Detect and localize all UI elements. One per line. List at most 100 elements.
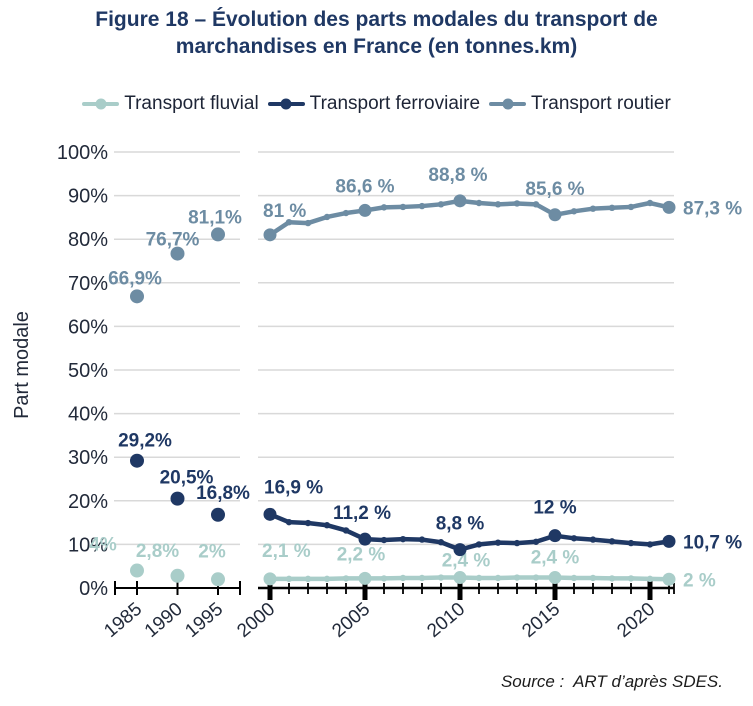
data-point bbox=[304, 575, 312, 583]
legend-label-routier: Transport routier bbox=[531, 93, 671, 114]
data-point bbox=[358, 571, 372, 585]
series-line bbox=[267, 198, 672, 238]
data-point bbox=[513, 574, 521, 581]
data-point bbox=[646, 575, 654, 583]
data-point bbox=[662, 534, 676, 548]
legend-item-ferroviaire: Transport ferroviaire bbox=[267, 93, 480, 115]
x-tick-label: 1995 bbox=[181, 599, 227, 642]
data-point bbox=[608, 538, 616, 545]
data-point bbox=[130, 563, 144, 578]
chart-legend: Transport fluvial Transport ferroviaire … bbox=[0, 93, 753, 115]
data-point bbox=[608, 575, 616, 582]
data-label: 4% bbox=[89, 535, 117, 556]
line-dot-marker-icon bbox=[267, 98, 305, 110]
data-point bbox=[627, 203, 635, 211]
data-label: 81 % bbox=[263, 201, 306, 222]
data-point bbox=[437, 539, 445, 546]
chart-svg: 0%10%20%30%40%50%60%70%80%90%100%1985199… bbox=[11, 142, 742, 642]
y-tick-label: 90% bbox=[68, 186, 108, 208]
y-tick-label: 80% bbox=[68, 229, 108, 251]
gridlines bbox=[114, 151, 674, 546]
line-dot-marker-icon bbox=[82, 98, 120, 110]
data-point bbox=[285, 575, 293, 583]
series-ferroviaire: 29,2% 20,5%16,8% 16,9 % 11,2 % 8,8 % 12 % 10,7… bbox=[118, 431, 742, 557]
data-point bbox=[170, 246, 185, 261]
data-point bbox=[570, 574, 578, 582]
y-tick-label: 70% bbox=[68, 273, 108, 295]
data-label: 66,9% bbox=[108, 268, 162, 289]
data-point bbox=[570, 208, 578, 215]
data-point bbox=[211, 572, 225, 587]
x-tick-label: 2000 bbox=[233, 599, 279, 642]
data-label: 29,2% bbox=[118, 431, 172, 452]
data-point bbox=[170, 491, 185, 506]
data-point bbox=[263, 507, 277, 521]
data-label: 16,8% bbox=[196, 483, 250, 504]
source-note: Source : ART d’après SDES. bbox=[500, 672, 723, 691]
data-label: 10,7 % bbox=[683, 532, 742, 553]
data-label: 8,8 % bbox=[436, 514, 485, 535]
figure-title-line1: Figure 18 – Évolution des parts modales … bbox=[95, 8, 658, 31]
y-tick-label: 40% bbox=[68, 404, 108, 426]
legend-label-fluvial: Transport fluvial bbox=[124, 93, 259, 114]
x-tick-label: 1985 bbox=[100, 599, 146, 642]
data-point bbox=[532, 201, 540, 208]
x-tick-label: 2015 bbox=[518, 599, 564, 642]
data-point bbox=[263, 572, 277, 586]
figure-title: Figure 18 – Évolution des parts modales … bbox=[0, 6, 753, 61]
data-label: 81,1% bbox=[188, 207, 242, 228]
legend-item-fluvial: Transport fluvial bbox=[82, 93, 259, 115]
data-point bbox=[304, 519, 312, 527]
x-tick-label: 2005 bbox=[328, 599, 374, 642]
data-point bbox=[380, 204, 388, 211]
data-point bbox=[285, 218, 293, 226]
data-point bbox=[323, 213, 331, 221]
data-point bbox=[494, 574, 502, 582]
x-tick-label: 1990 bbox=[141, 599, 187, 642]
line-dot-marker-icon bbox=[489, 98, 527, 110]
data-point bbox=[662, 200, 676, 214]
data-point bbox=[453, 194, 467, 208]
data-point bbox=[475, 541, 483, 548]
data-point bbox=[399, 574, 407, 582]
data-point bbox=[494, 539, 502, 546]
data-point bbox=[532, 538, 540, 545]
data-label: 2,4 % bbox=[531, 548, 580, 569]
data-point bbox=[380, 575, 388, 582]
data-point bbox=[399, 203, 407, 211]
data-point bbox=[494, 201, 502, 208]
data-point bbox=[263, 228, 277, 242]
data-label: 2% bbox=[198, 541, 226, 562]
data-point bbox=[627, 539, 635, 547]
data-point bbox=[570, 535, 578, 542]
data-label: 76,7% bbox=[146, 230, 200, 251]
data-point bbox=[646, 199, 654, 207]
series-line bbox=[267, 512, 672, 552]
data-point bbox=[646, 541, 654, 548]
y-tick-label: 50% bbox=[68, 360, 108, 382]
data-point bbox=[342, 209, 350, 217]
data-point bbox=[130, 453, 144, 468]
data-point bbox=[170, 568, 185, 583]
data-point bbox=[130, 289, 144, 304]
data-point bbox=[589, 574, 597, 582]
x-tick-label: 2020 bbox=[613, 599, 659, 642]
y-tick-label: 60% bbox=[68, 316, 108, 338]
data-label: 2 % bbox=[683, 570, 716, 591]
data-point bbox=[589, 536, 597, 543]
data-point bbox=[358, 203, 372, 217]
data-point bbox=[475, 574, 483, 582]
data-point bbox=[418, 202, 426, 210]
y-tick-label: 30% bbox=[68, 447, 108, 469]
data-label: 85,6 % bbox=[525, 179, 584, 200]
data-point bbox=[513, 200, 521, 207]
legend-item-routier: Transport routier bbox=[489, 93, 671, 115]
data-point bbox=[211, 227, 225, 242]
data-point bbox=[399, 535, 407, 543]
data-label: 87,3 % bbox=[683, 198, 742, 219]
data-label: 2,2 % bbox=[337, 544, 386, 565]
series-line bbox=[267, 575, 672, 582]
data-point bbox=[548, 208, 562, 222]
data-point bbox=[380, 536, 388, 544]
